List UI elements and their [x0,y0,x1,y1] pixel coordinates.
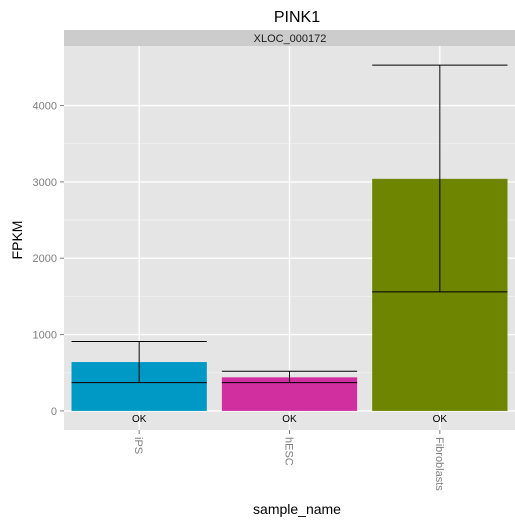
facet-strip [64,30,515,46]
bar-labels: OK OK OK [132,414,447,425]
x-tick-label: hESC [283,437,295,466]
y-tick-label: 3000 [33,177,57,189]
facet-strip-label: XLOC_000172 [254,33,327,45]
y-tick-label: 0 [51,406,57,418]
bar-status-label: OK [282,414,297,425]
bar-status-label: OK [433,414,448,425]
y-tick-label: 2000 [33,253,57,265]
y-axis: 0 1000 2000 3000 4000 [33,101,64,418]
x-tick-label: iPS [132,437,144,454]
x-tick-label: Fibroblasts [433,437,445,491]
y-tick-label: 1000 [33,330,57,342]
y-tick-label: 4000 [33,101,57,113]
chart-title: PINK1 [274,9,320,26]
x-axis-title: sample_name [253,501,341,517]
y-axis-title: FPKM [9,221,25,260]
error-bars [71,64,508,384]
bar-status-label: OK [132,414,147,425]
x-axis: iPS hESC Fibroblasts [132,430,445,491]
